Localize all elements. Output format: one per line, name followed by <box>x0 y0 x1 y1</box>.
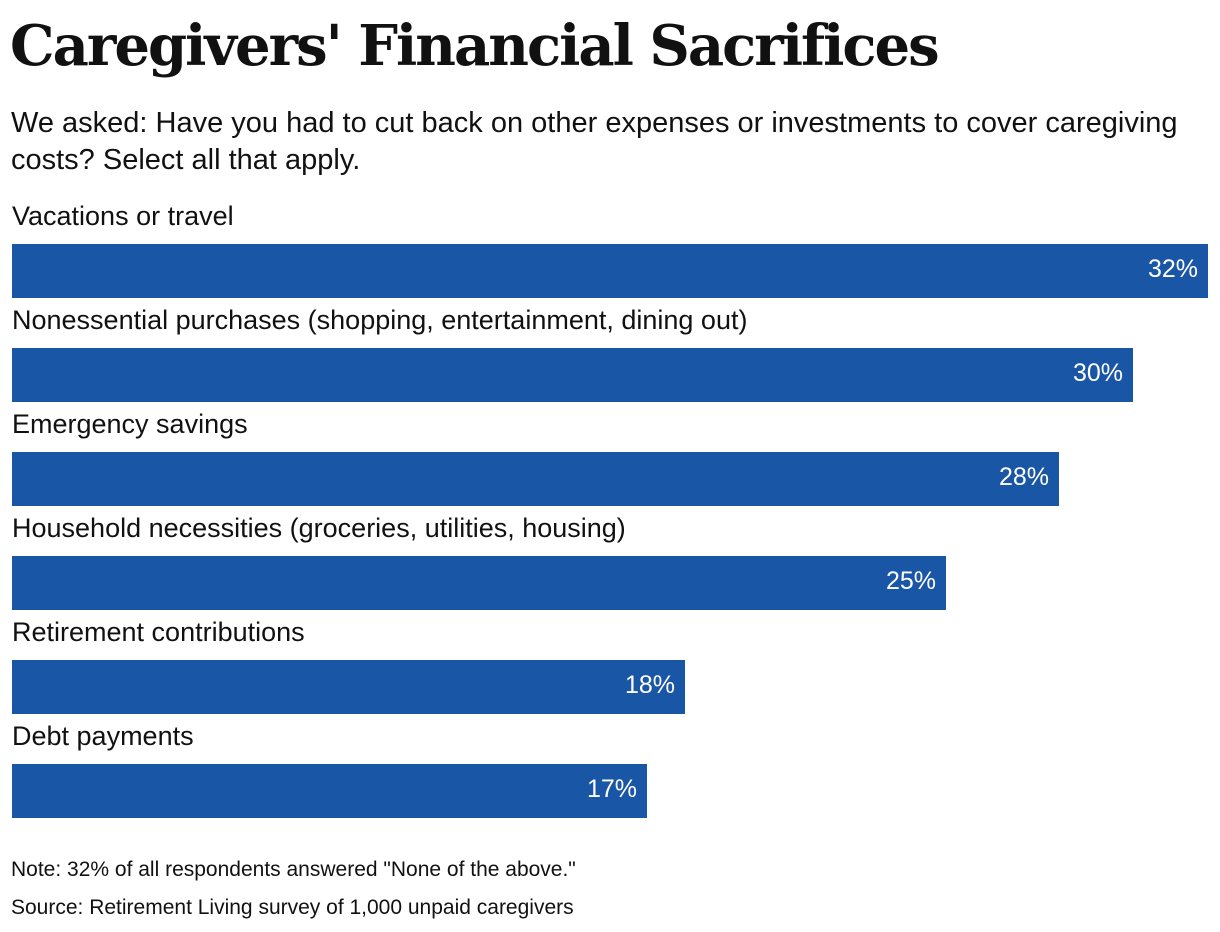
category-label-retirement: Retirement contributions <box>12 617 305 647</box>
category-label-emergency: Emergency savings <box>12 409 248 439</box>
value-label-household: 25% <box>886 567 936 595</box>
chart-subtitle: We asked: Have you had to cut back on ot… <box>11 107 1178 176</box>
category-label-nonessential: Nonessential purchases (shopping, entert… <box>12 305 747 335</box>
chart-title: Caregivers' Financial Sacrifices <box>10 13 940 79</box>
bar-debt <box>12 764 647 818</box>
value-label-vacations: 32% <box>1148 255 1198 283</box>
bar-chart: Vacations or travel 32% Nonessential purch… <box>12 201 1208 818</box>
category-label-household: Household necessities (groceries, utilit… <box>12 513 626 543</box>
category-label-vacations: Vacations or travel <box>12 201 234 231</box>
value-label-debt: 17% <box>587 775 637 803</box>
chart-note: Note: 32% of all respondents answered "N… <box>11 858 576 881</box>
value-label-nonessential: 30% <box>1073 359 1123 387</box>
category-label-debt: Debt payments <box>12 721 194 751</box>
chart-source: Source: Retirement Living survey of 1,00… <box>11 896 574 919</box>
bar-vacations <box>12 244 1208 298</box>
bar-nonessential <box>12 348 1133 402</box>
bar-emergency <box>12 452 1059 506</box>
bar-household <box>12 556 946 610</box>
value-label-emergency: 28% <box>999 463 1049 491</box>
value-label-retirement: 18% <box>625 671 675 699</box>
bar-retirement <box>12 660 685 714</box>
